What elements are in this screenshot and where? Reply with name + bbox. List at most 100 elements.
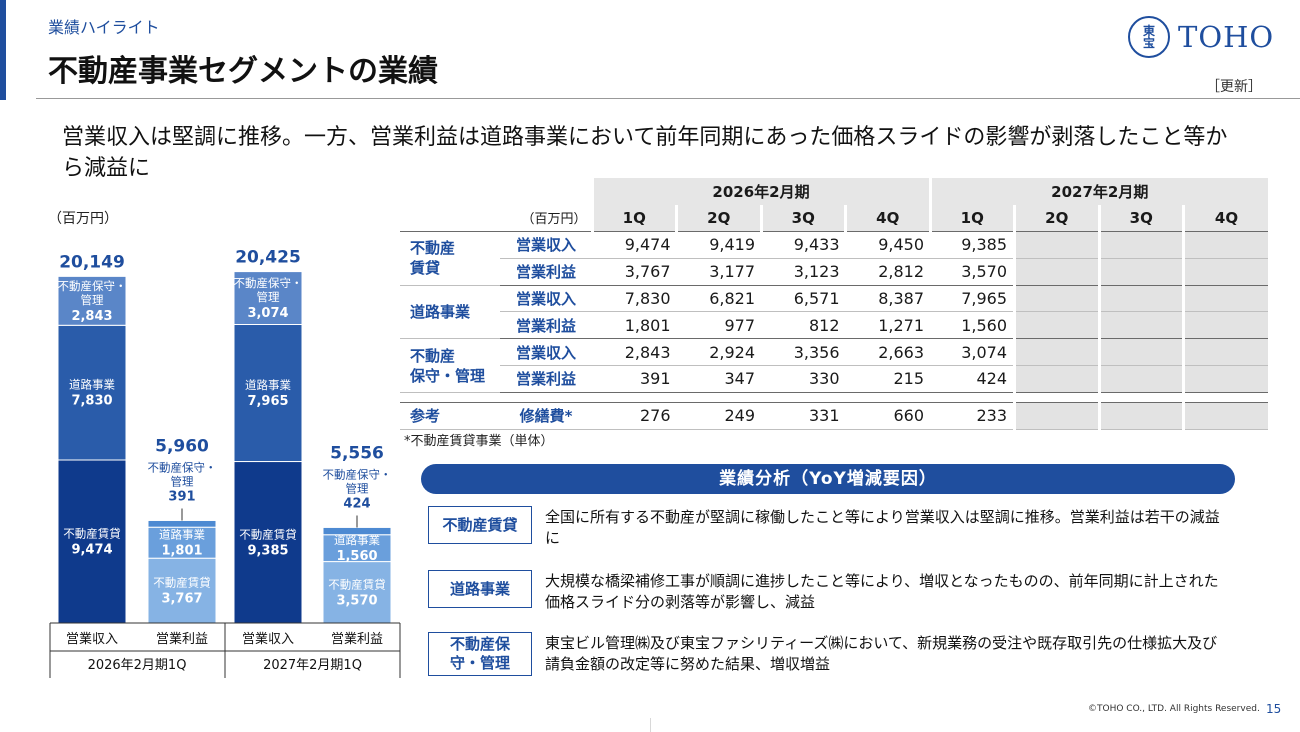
segment-name-label: 管理: [171, 474, 194, 488]
section-label: 業績ハイライト: [48, 18, 160, 37]
value-cell: 330: [761, 365, 846, 393]
analysis-segment-maintenance: 不動産保守・管理: [428, 632, 532, 676]
quarter-header: 2Q: [1013, 204, 1099, 233]
segment-label: 参考: [400, 402, 500, 430]
bar-segment: [233, 271, 303, 325]
bar-total-label: 20,149: [59, 252, 125, 272]
segment-value-label: 391: [168, 489, 195, 504]
header-divider: [36, 98, 1300, 99]
reference-row: 参考 修繕費* 276 249 331 660 233: [400, 402, 1268, 430]
value-cell: 9,419: [676, 231, 761, 259]
segment-value-label: 424: [343, 496, 370, 511]
segment-value-label: 2,843: [71, 309, 112, 324]
value-cell: 9,474: [592, 231, 677, 259]
empty-cell: [1097, 285, 1184, 313]
empty-cell: [1182, 231, 1268, 259]
analysis-segment-road: 道路事業: [428, 570, 532, 608]
bar-segment: [57, 459, 127, 624]
segment-name-label: 道路事業: [245, 378, 291, 392]
segment-value-label: 7,830: [71, 394, 112, 409]
segment-value-label: 3,570: [336, 593, 377, 608]
empty-cell: [1182, 365, 1268, 393]
value-cell: 812: [761, 311, 846, 340]
logo-seal-top: 東: [1142, 24, 1155, 38]
empty-cell: [1097, 402, 1184, 430]
value-cell: 2,663: [845, 338, 930, 367]
bar-category-label: 営業収入: [242, 631, 294, 647]
value-cell: 1,801: [592, 311, 677, 340]
period-label: 2026年2月期1Q: [88, 658, 187, 673]
value-cell: 1,560: [930, 311, 1015, 340]
value-cell: 215: [845, 365, 930, 393]
page-title: 不動産事業セグメントの業績: [48, 54, 438, 89]
value-cell: 7,830: [592, 285, 677, 313]
quarterly-table: 2026年2月期 2027年2月期 （百万円） 1Q 2Q 3Q 4Q 1Q 2Q 3Q 4Q 不動産…: [400, 178, 1268, 430]
empty-cell: [1013, 258, 1099, 286]
table-row: 営業利益 1,801 977 812 1,271 1,560: [400, 311, 1268, 340]
segment-name-label: 管理: [81, 293, 104, 307]
bar-segment: [147, 557, 217, 624]
empty-cell: [1097, 365, 1184, 393]
lead-text: 営業収入は堅調に推移。一方、営業利益は道路事業において前年同期にあった価格スライ…: [62, 125, 1228, 181]
year-header: 2027年2月期: [928, 178, 1268, 205]
spacer-cell: [400, 392, 1268, 403]
value-cell: 3,123: [761, 258, 846, 286]
analysis-text-maintenance: 東宝ビル管理㈱及び東宝ファシリティーズ㈱において、新規業務の受注や既存取引先の仕…: [545, 634, 1218, 673]
logo-text: TOHO: [1178, 20, 1275, 54]
quarter-header: 1Q: [590, 204, 677, 233]
empty-cell: [1013, 365, 1099, 393]
analysis-text-road: 大規模な橋梁補修工事が順調に進捗したこと等により、増収となったものの、前年同期に…: [545, 572, 1219, 611]
logo-seal: 東 宝: [1128, 16, 1170, 58]
value-cell: 233: [930, 402, 1015, 430]
item-label: 営業利益: [500, 311, 592, 340]
bar-segment: [322, 561, 392, 624]
item-label: 営業収入: [500, 231, 592, 259]
quarter-header: 4Q: [1182, 204, 1268, 233]
table-footnote: *不動産賃貸事業（単体）: [404, 434, 554, 449]
bar-segment: [57, 275, 127, 326]
segment-value-label: 3,074: [247, 306, 288, 321]
quarter-header: 3Q: [759, 204, 846, 233]
bar-category-label: 営業利益: [156, 631, 208, 647]
value-cell: 2,924: [676, 338, 761, 367]
value-cell: 3,767: [592, 258, 677, 286]
table-row: 不動産 賃貸 営業収入 9,474 9,419 9,433 9,450 9,385: [400, 231, 1268, 286]
empty-cell: [1013, 338, 1099, 367]
empty-cell: [1182, 258, 1268, 286]
segment-name-label: 不動産賃貸: [239, 527, 297, 541]
value-cell: 977: [676, 311, 761, 340]
bar-total-label: 5,960: [155, 436, 209, 456]
segment-name-label: 管理: [346, 481, 369, 495]
analysis-text-rental: 全国に所有する不動産が堅調に稼働したこと等により営業収入は堅調に推移。営業利益は…: [545, 508, 1220, 547]
segment-value-label: 3,767: [161, 592, 202, 607]
year-header: 2026年2月期: [590, 178, 930, 205]
value-cell: 8,387: [845, 285, 930, 313]
copyright: ©TOHO CO., LTD. All Rights Reserved.: [1088, 704, 1260, 714]
update-tag: ［更新］: [1206, 79, 1262, 95]
empty-cell: [1097, 338, 1184, 367]
segment-name-label: 道路事業: [334, 533, 380, 547]
toho-logo: 東 宝 TOHO: [1128, 16, 1274, 58]
segment-bar-chart: 不動産賃貸9,474道路事業7,830不動産保守・管理2,84320,149営業…: [49, 248, 401, 678]
blank-cell: [400, 178, 592, 205]
item-label: 営業利益: [500, 365, 592, 393]
table-row: 営業利益 3,767 3,177 3,123 2,812 3,570: [400, 258, 1268, 286]
analysis-segment-rental: 不動産賃貸: [428, 506, 532, 544]
value-cell: 9,433: [761, 231, 846, 259]
bar-category-label: 営業利益: [331, 631, 383, 647]
bar-total-label: 5,556: [330, 443, 384, 463]
value-cell: 347: [676, 365, 761, 393]
page-number: 15: [1266, 702, 1282, 716]
value-cell: 6,821: [676, 285, 761, 313]
value-cell: 2,843: [592, 338, 677, 367]
value-cell: 6,571: [761, 285, 846, 313]
empty-cell: [1097, 258, 1184, 286]
segment-name-label: 不動産保守・: [58, 279, 127, 293]
item-label: 営業収入: [500, 338, 592, 367]
bar-segment: [147, 526, 217, 559]
item-label: 営業利益: [500, 258, 592, 286]
value-cell: 3,177: [676, 258, 761, 286]
segment-value-label: 1,801: [161, 544, 202, 559]
value-cell: 9,385: [930, 231, 1015, 259]
empty-cell: [1097, 231, 1184, 259]
